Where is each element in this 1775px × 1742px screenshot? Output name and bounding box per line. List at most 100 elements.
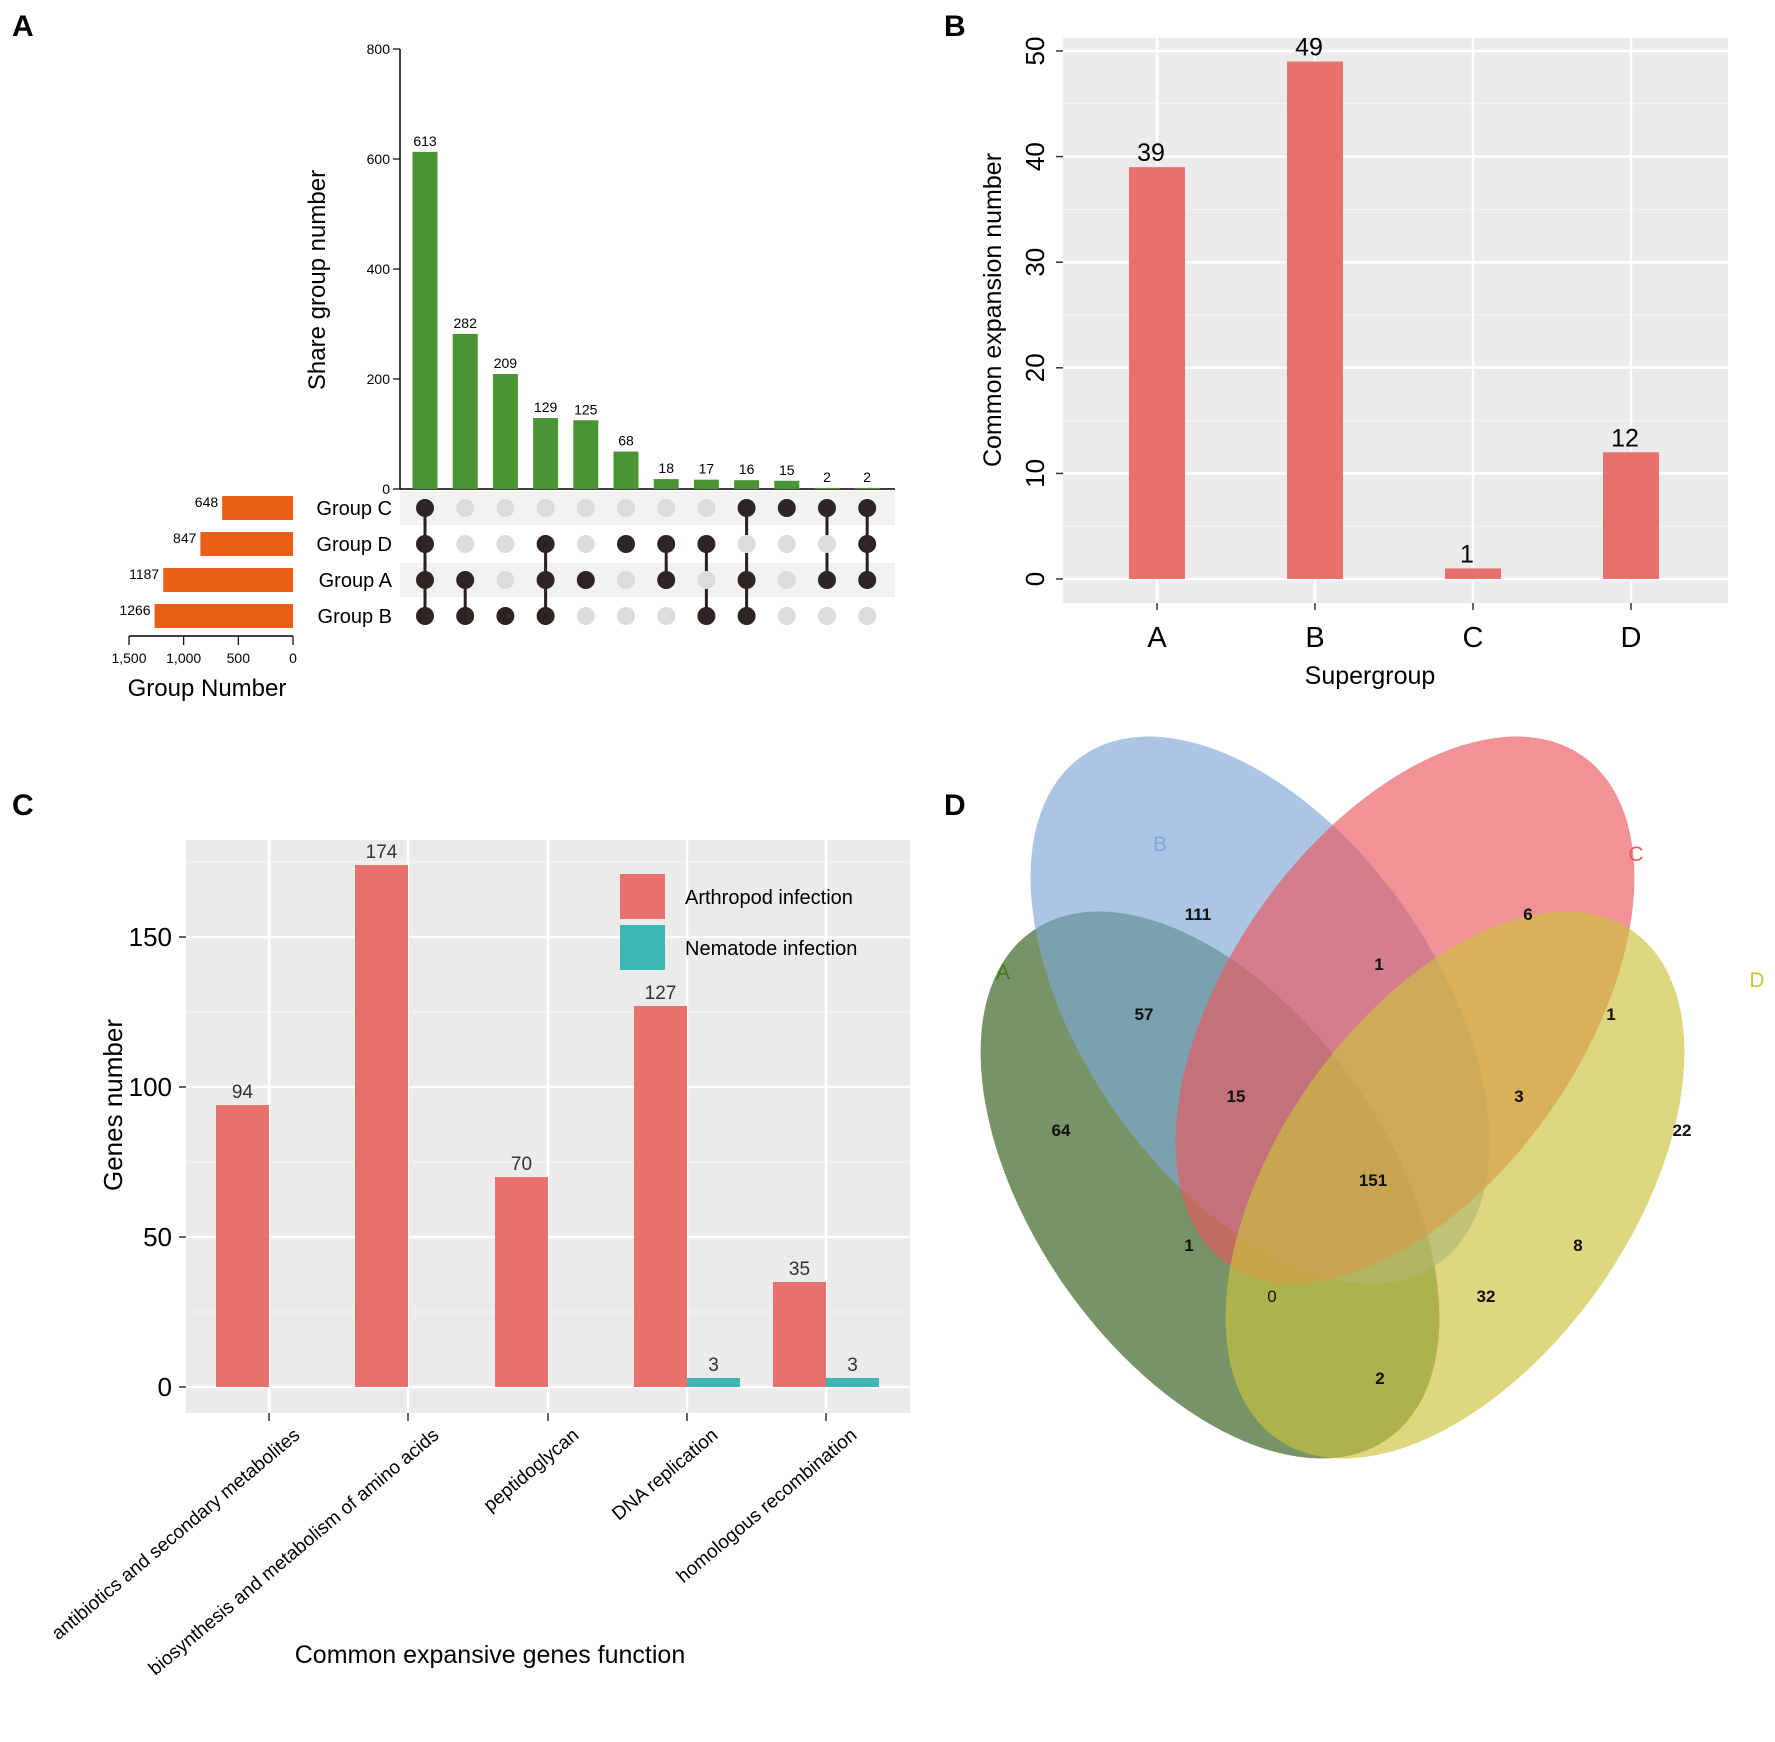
matrix-dot-empty xyxy=(858,607,877,625)
x-tick-label: DNA replication xyxy=(608,1425,722,1525)
matrix-dot-empty xyxy=(617,571,635,589)
matrix-dot-filled xyxy=(416,571,434,589)
set-size-tick-label: 1,000 xyxy=(166,650,201,666)
matrix-dot-filled xyxy=(697,535,716,553)
bar-value-label: 127 xyxy=(645,983,677,1004)
bar-value-label: 174 xyxy=(366,842,398,863)
matrix-dot-empty xyxy=(496,535,515,553)
venn-region-count: 111 xyxy=(1185,905,1212,924)
y-tick-label: 20 xyxy=(1020,353,1050,382)
bar-nematode xyxy=(687,1378,740,1387)
venn-region-count: 57 xyxy=(1135,1005,1154,1024)
venn-region-count: 1 xyxy=(1184,1236,1193,1255)
panel-label-c: C xyxy=(12,789,34,822)
y-tick-label: 100 xyxy=(129,1072,172,1102)
matrix-dot-filled xyxy=(416,499,434,517)
matrix-dot-filled xyxy=(858,571,877,589)
set-name-label: Group A xyxy=(319,570,393,592)
x-tick-label: A xyxy=(1147,622,1167,654)
venn-set-label: D xyxy=(1749,969,1764,992)
x-axis-title: Supergroup xyxy=(1305,662,1436,690)
x-tick-label: B xyxy=(1305,622,1324,654)
intersection-bar xyxy=(412,151,438,489)
bar-value-label: 35 xyxy=(789,1259,810,1280)
matrix-dot-filled xyxy=(456,607,475,625)
set-size-axis-title: Group Number xyxy=(128,675,287,702)
intersection-bar xyxy=(774,480,800,489)
venn-region-count: 22 xyxy=(1673,1121,1692,1140)
intersection-bar xyxy=(854,487,880,489)
matrix-dot-empty xyxy=(617,499,635,517)
venn-diagram: A B C D 64 111 6 22 57 1 1 15 3 151 1 8 0 32 2 xyxy=(980,736,1765,1459)
matrix-dot-filled xyxy=(737,571,756,589)
matrix-dot-filled xyxy=(657,535,676,553)
matrix-dot-filled xyxy=(617,535,635,553)
genes-function-bar-chart: 94 174 70 127 35 3 3 0 50 100 150 Genes number antib… xyxy=(48,840,910,1680)
set-size-bar xyxy=(154,604,293,628)
matrix-dot-empty xyxy=(576,607,595,625)
x-tick-label: D xyxy=(1621,622,1642,654)
matrix-dot-filled xyxy=(858,535,877,553)
venn-region-count: 1 xyxy=(1606,1005,1615,1024)
matrix-dot-filled xyxy=(456,571,475,589)
venn-region-count: 2 xyxy=(1375,1369,1384,1388)
venn-region-count: 0 xyxy=(1267,1287,1276,1306)
y-tick-label: 600 xyxy=(367,151,391,167)
panel-label-d: D xyxy=(944,789,966,822)
matrix-dot-empty xyxy=(657,607,676,625)
matrix-dot-empty xyxy=(818,607,836,625)
matrix-row-stripe xyxy=(400,491,895,525)
matrix-dot-empty xyxy=(536,499,555,517)
set-size-label: 1187 xyxy=(129,566,159,582)
matrix-dot-empty xyxy=(777,607,796,625)
bar-arthropod xyxy=(773,1282,826,1387)
intersection-value-label: 2 xyxy=(823,469,831,485)
venn-region-count: 151 xyxy=(1359,1171,1387,1190)
set-size-bar xyxy=(222,496,293,520)
matrix-dot-empty xyxy=(456,535,475,553)
set-size-label: 648 xyxy=(195,494,219,510)
bar-arthropod xyxy=(355,865,408,1387)
supergroup-bar-chart: 39 A 49 B 1 C 12 D 0 10 20 30 40 50 Common expansion n… xyxy=(979,34,1728,690)
upset-plot: 0 200 400 600 800 Share group number 613 282 209… xyxy=(111,41,895,702)
matrix-dot-empty xyxy=(777,571,796,589)
set-size-tick-label: 0 xyxy=(289,650,297,666)
matrix-dot-empty xyxy=(576,535,595,553)
matrix-dot-empty xyxy=(456,499,475,517)
y-tick-label: 40 xyxy=(1020,142,1050,171)
matrix-dot-empty xyxy=(777,535,796,553)
matrix-dot-empty xyxy=(818,535,836,553)
legend-swatch xyxy=(620,874,665,919)
intersection-value-label: 68 xyxy=(618,433,634,449)
matrix-dot-filled xyxy=(818,499,836,517)
matrix-dot-filled xyxy=(657,571,676,589)
intersection-value-label: 125 xyxy=(574,401,598,417)
legend-label: Arthropod infection xyxy=(685,887,853,909)
intersection-bar xyxy=(693,479,719,489)
venn-region-count: 64 xyxy=(1052,1121,1071,1140)
intersection-value-label: 18 xyxy=(658,460,674,476)
intersection-value-label: 16 xyxy=(739,461,755,477)
matrix-dot-filled xyxy=(416,535,434,553)
set-size-bar xyxy=(200,532,293,556)
set-name-label: Group D xyxy=(316,534,392,556)
intersection-value-label: 282 xyxy=(454,315,478,331)
venn-region-count: 1 xyxy=(1374,955,1383,974)
intersection-bar xyxy=(653,479,679,489)
matrix-dot-filled xyxy=(697,607,716,625)
matrix-dot-empty xyxy=(496,499,515,517)
matrix-dot-empty xyxy=(496,571,515,589)
bar-arthropod xyxy=(495,1177,548,1387)
bar-value-label: 70 xyxy=(511,1154,532,1175)
y-axis-title: Genes number xyxy=(98,1019,128,1191)
intersection-bar xyxy=(814,487,840,489)
intersection-value-label: 17 xyxy=(699,461,715,477)
y-tick-label: 50 xyxy=(1020,37,1050,66)
set-size-tick-label: 500 xyxy=(227,650,251,666)
bar xyxy=(1287,61,1343,580)
venn-region-count: 3 xyxy=(1514,1087,1523,1106)
intersection-value-label: 129 xyxy=(534,399,558,415)
set-name-label: Group B xyxy=(318,606,392,628)
y-tick-label: 0 xyxy=(1020,572,1050,586)
